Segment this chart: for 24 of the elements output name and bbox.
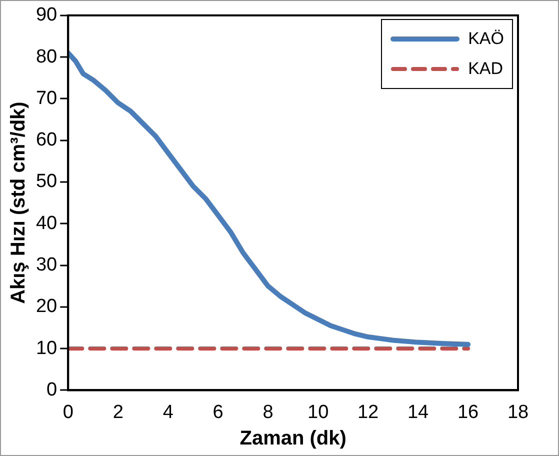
y-tick-label: 90 [36, 4, 58, 26]
x-tick-label: 14 [407, 402, 430, 423]
x-tick-label: 0 [62, 402, 74, 423]
x-tick-label: 10 [307, 402, 329, 423]
y-tick-label: 10 [36, 338, 58, 359]
x-tick-label: 8 [262, 402, 274, 423]
legend-label: KAÖ [468, 29, 504, 49]
y-tick-label: 70 [36, 88, 58, 109]
y-tick-label: 80 [36, 46, 58, 68]
x-tick-label: 12 [357, 402, 379, 423]
x-tick-label: 2 [112, 402, 124, 423]
y-tick-label: 20 [36, 296, 58, 318]
y-tick-label: 0 [46, 379, 58, 400]
x-tick-label: 4 [162, 402, 174, 423]
y-tick-label: 50 [36, 171, 58, 192]
y-tick-label: 30 [36, 254, 58, 276]
y-tick-label: 60 [36, 130, 58, 151]
y-tick-label: 40 [36, 212, 58, 234]
legend-label: KAD [468, 59, 504, 79]
x-tick-label: 16 [457, 402, 479, 423]
x-tick-label: 6 [212, 402, 224, 423]
y-axis-title: Akış Hızı (std cm³/dk) [8, 102, 30, 304]
x-tick-label: 18 [507, 402, 529, 423]
x-axis-title: Zaman (dk) [240, 428, 346, 450]
